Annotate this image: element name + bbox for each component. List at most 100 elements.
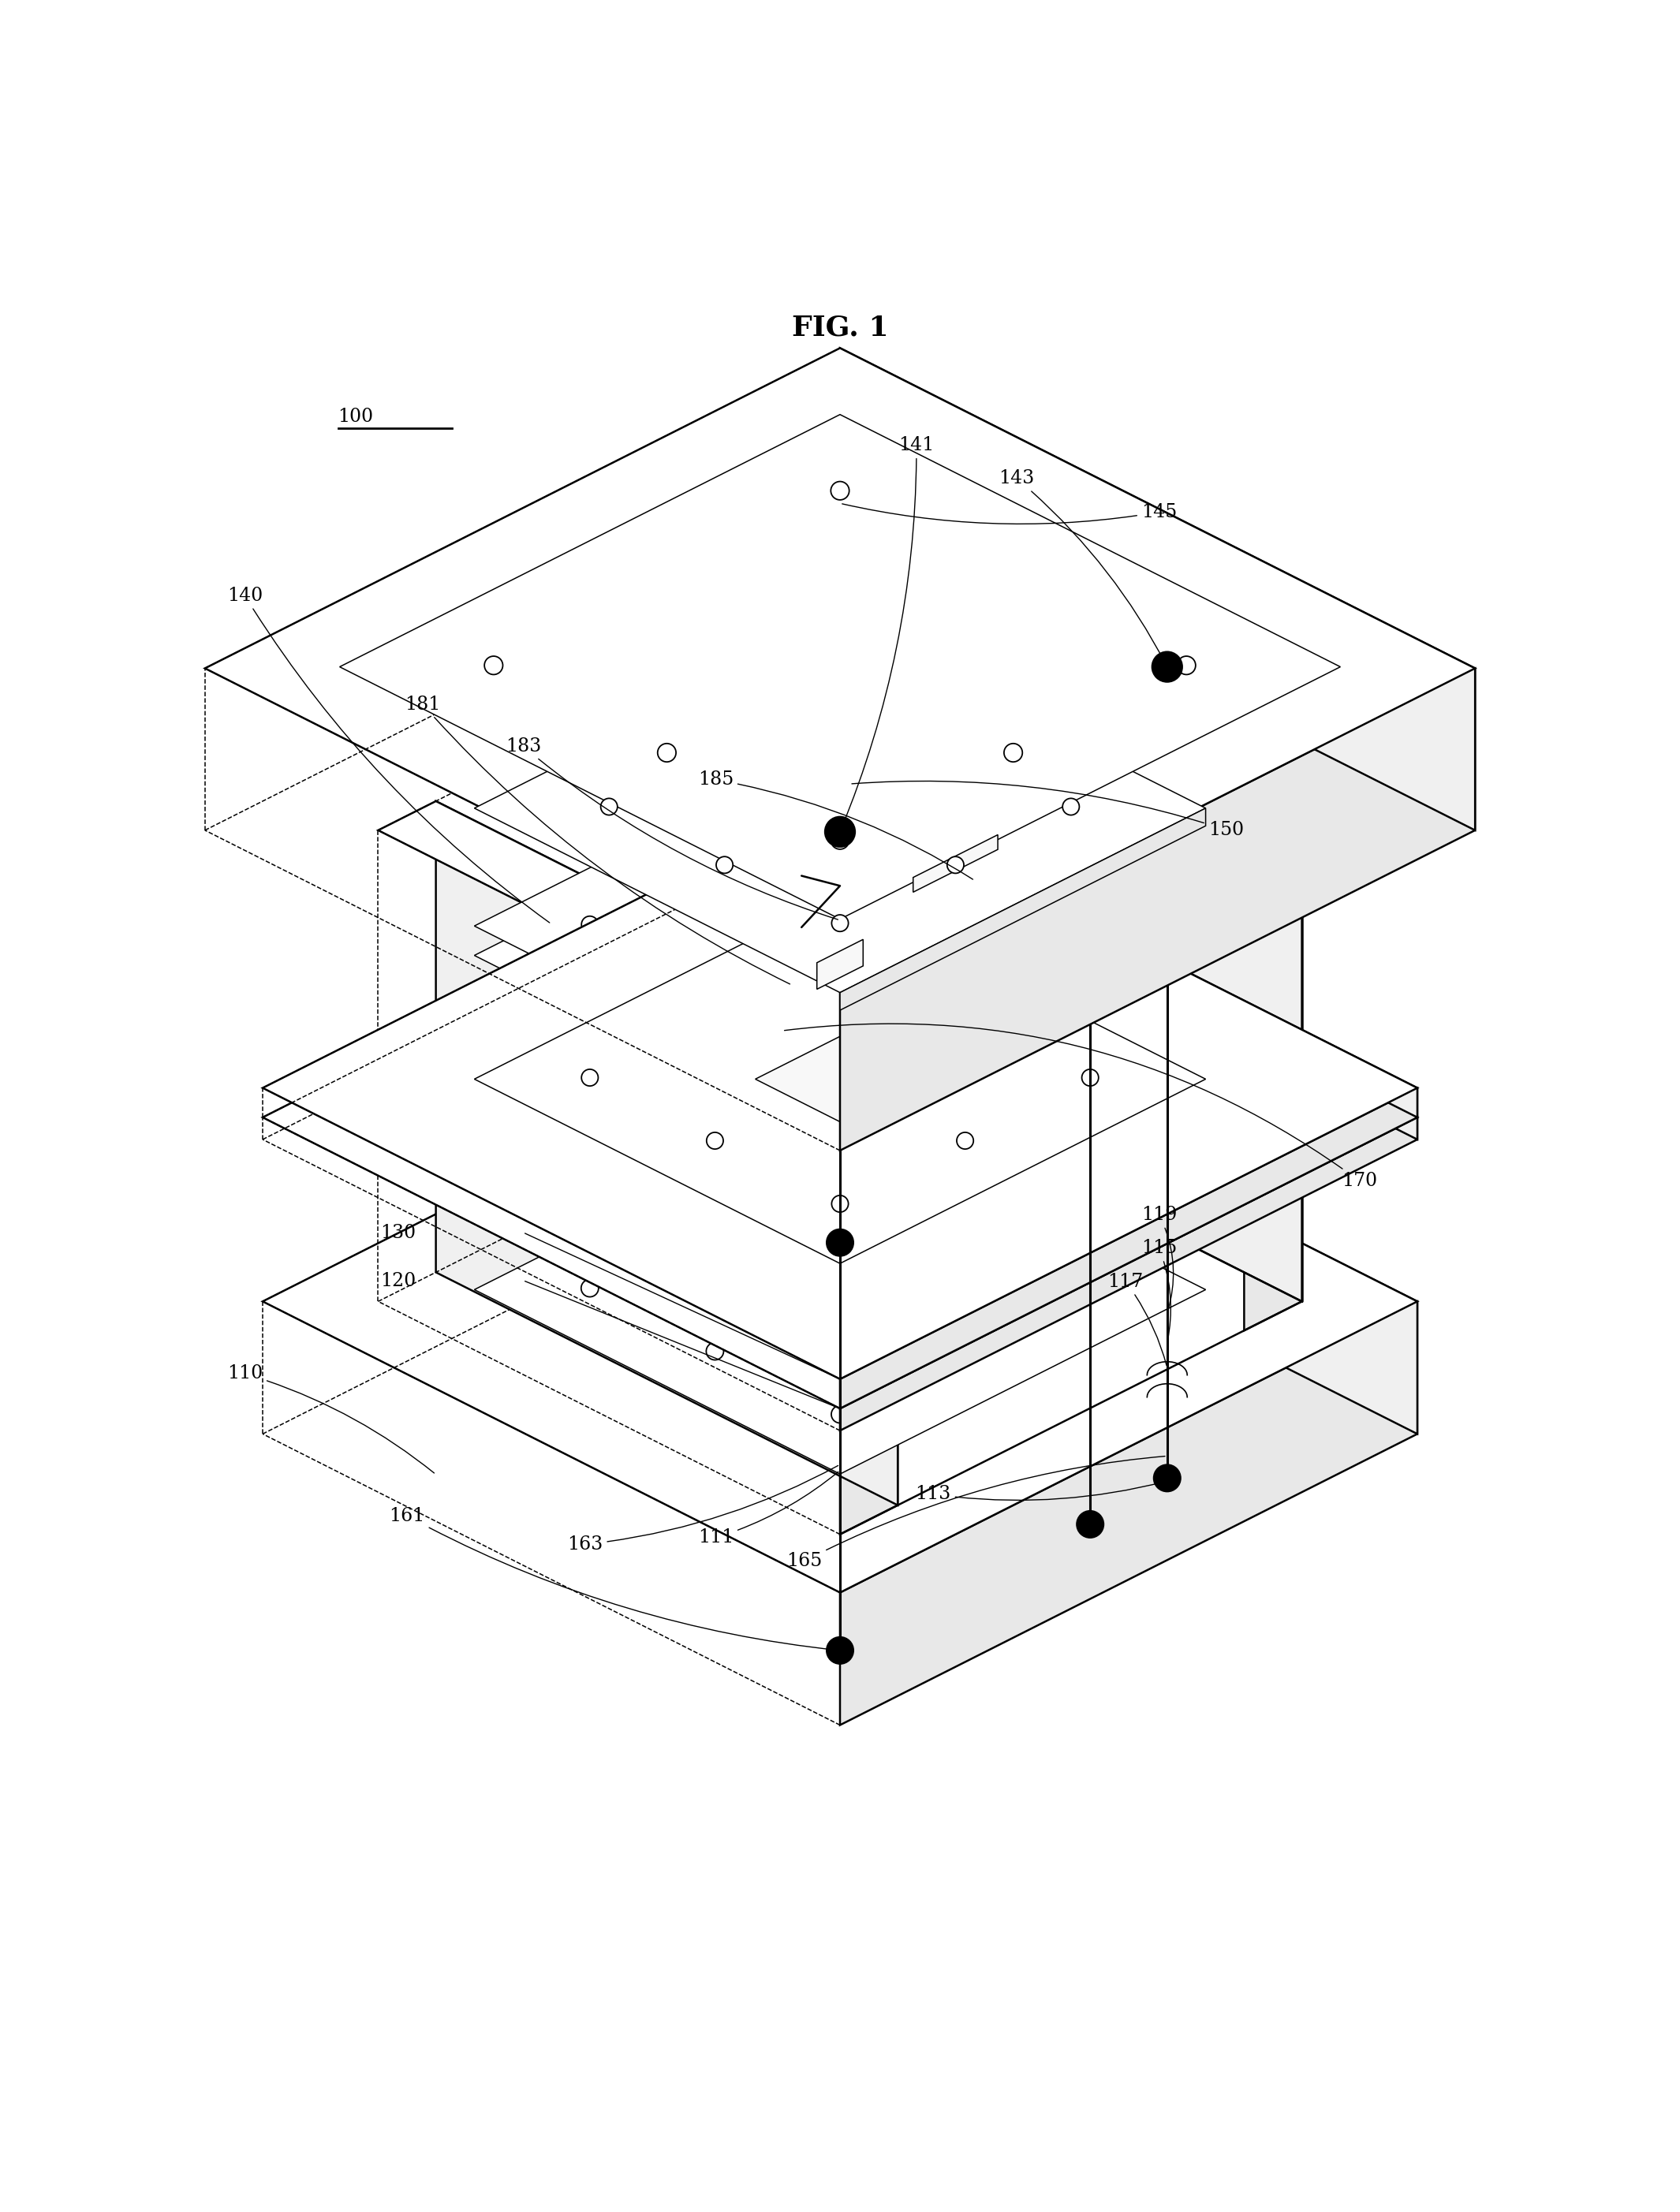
Polygon shape (474, 772, 1206, 1139)
Circle shape (832, 832, 848, 849)
Circle shape (657, 743, 675, 761)
Circle shape (581, 1197, 598, 1212)
Circle shape (832, 1323, 848, 1338)
Polygon shape (474, 991, 1206, 1360)
Polygon shape (378, 801, 897, 1064)
Circle shape (1077, 1511, 1104, 1537)
Circle shape (832, 482, 848, 500)
Text: 141: 141 (840, 436, 934, 830)
Circle shape (832, 942, 848, 960)
Polygon shape (840, 827, 1418, 1139)
Polygon shape (840, 1088, 1418, 1409)
Circle shape (1062, 799, 1079, 814)
Text: 183: 183 (506, 737, 838, 920)
Polygon shape (474, 1106, 1206, 1473)
Polygon shape (339, 414, 1341, 920)
Text: 150: 150 (852, 781, 1243, 838)
Circle shape (1178, 657, 1196, 675)
Polygon shape (474, 741, 1206, 1110)
Circle shape (1082, 1197, 1099, 1212)
Circle shape (956, 1133, 973, 1148)
Circle shape (707, 1133, 724, 1148)
Text: 165: 165 (786, 1455, 1164, 1571)
Circle shape (956, 1259, 973, 1276)
Text: 161: 161 (390, 1506, 838, 1650)
Text: 170: 170 (785, 1024, 1378, 1190)
Circle shape (716, 856, 732, 874)
Circle shape (832, 1405, 848, 1422)
Circle shape (1082, 1068, 1099, 1086)
Circle shape (707, 980, 724, 995)
Text: 143: 143 (1000, 469, 1166, 666)
Polygon shape (262, 796, 1418, 1378)
Circle shape (827, 1637, 853, 1663)
Polygon shape (840, 807, 1206, 1011)
Polygon shape (756, 1037, 924, 1121)
Polygon shape (914, 834, 998, 891)
Polygon shape (840, 1301, 1418, 1725)
Text: 145: 145 (842, 502, 1178, 524)
Circle shape (956, 1230, 973, 1245)
Text: 130: 130 (381, 1223, 417, 1243)
Circle shape (707, 1230, 724, 1245)
Polygon shape (840, 668, 1475, 1150)
Text: 119: 119 (1141, 1206, 1178, 1312)
Circle shape (1005, 743, 1023, 761)
Text: 117: 117 (1107, 1272, 1166, 1365)
Circle shape (484, 657, 502, 675)
Circle shape (581, 945, 598, 962)
Circle shape (1152, 653, 1183, 681)
Circle shape (581, 1068, 598, 1086)
Circle shape (832, 1152, 848, 1170)
Circle shape (825, 816, 855, 847)
Polygon shape (474, 1022, 1206, 1389)
Circle shape (1082, 1279, 1099, 1296)
Polygon shape (840, 597, 1302, 1301)
Polygon shape (840, 1117, 1418, 1431)
Polygon shape (840, 830, 1302, 1535)
Circle shape (832, 916, 848, 931)
Polygon shape (816, 940, 864, 989)
Text: 181: 181 (405, 695, 790, 984)
Polygon shape (840, 1011, 1418, 1433)
Polygon shape (262, 1011, 1418, 1593)
Text: 100: 100 (338, 407, 373, 425)
Text: 111: 111 (697, 1471, 838, 1546)
Circle shape (956, 1343, 974, 1360)
Text: 140: 140 (227, 586, 549, 922)
Text: 163: 163 (568, 1467, 838, 1553)
Circle shape (832, 1194, 848, 1212)
Circle shape (956, 980, 973, 995)
Circle shape (956, 1009, 973, 1026)
Polygon shape (840, 597, 1302, 1301)
Polygon shape (262, 827, 1418, 1409)
Polygon shape (474, 624, 1206, 993)
Circle shape (581, 1279, 598, 1296)
Text: 113: 113 (916, 1482, 1164, 1504)
Polygon shape (840, 347, 1475, 830)
Text: 110: 110 (227, 1365, 433, 1473)
Text: FIG. 1: FIG. 1 (791, 314, 889, 341)
Circle shape (1154, 1464, 1181, 1491)
Circle shape (707, 1259, 724, 1276)
Text: 115: 115 (1141, 1239, 1178, 1340)
Polygon shape (1245, 830, 1302, 1332)
Polygon shape (840, 1079, 924, 1133)
Polygon shape (205, 347, 1475, 989)
Circle shape (581, 1166, 598, 1183)
Polygon shape (435, 801, 897, 1504)
Circle shape (601, 799, 618, 814)
Circle shape (706, 1343, 724, 1360)
Circle shape (1082, 945, 1099, 962)
Circle shape (827, 1230, 853, 1256)
Circle shape (832, 1073, 848, 1088)
Circle shape (948, 856, 964, 874)
Circle shape (581, 916, 598, 933)
Circle shape (707, 1009, 724, 1026)
Text: 120: 120 (380, 1272, 417, 1290)
Circle shape (1082, 1166, 1099, 1183)
Circle shape (832, 1042, 848, 1060)
Polygon shape (783, 597, 1302, 860)
Polygon shape (474, 894, 1206, 1263)
Text: 185: 185 (697, 770, 973, 880)
